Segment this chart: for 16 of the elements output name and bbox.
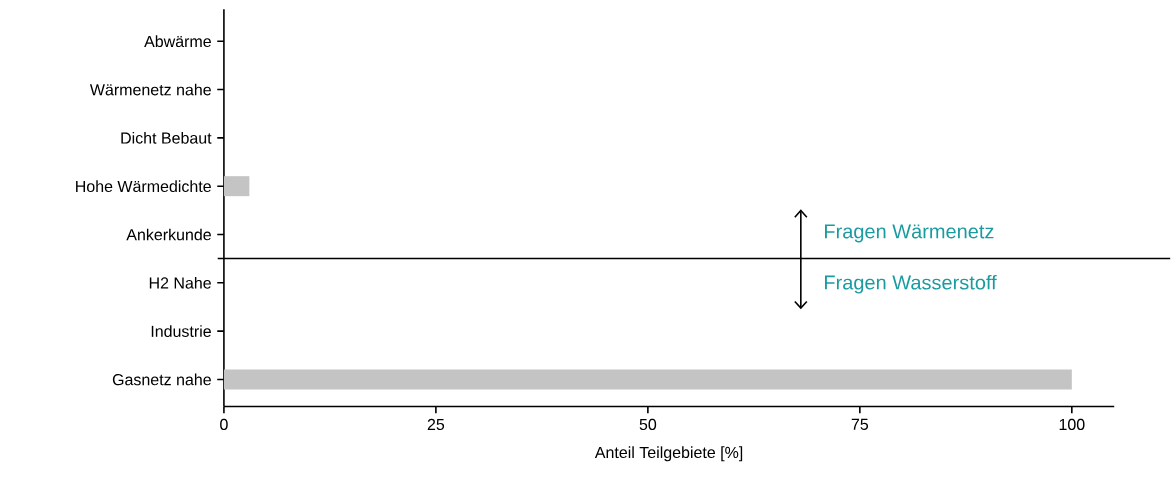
y-tick-label: Wärmenetz nahe bbox=[89, 83, 211, 96]
y-tick-label: Abwärme bbox=[144, 35, 211, 47]
x-tick-label: 100 bbox=[1059, 418, 1085, 430]
annotation: Fragen Wärmenetz bbox=[824, 224, 994, 243]
x-tick-label: 75 bbox=[851, 418, 869, 430]
x-tick-label: 0 bbox=[220, 418, 228, 430]
y-tick-label: Ankerkunde bbox=[126, 228, 211, 241]
x-tick-label: 25 bbox=[427, 418, 445, 430]
x-axis-title: Anteil Teilgebiete [%] bbox=[594, 446, 743, 462]
y-tick-label: Dicht Bebaut bbox=[121, 131, 212, 144]
annotation: Fragen Wasserstoff bbox=[824, 274, 997, 294]
y-tick-label: Industrie bbox=[151, 325, 211, 337]
y-tick-label: Gasnetz nahe bbox=[112, 373, 211, 386]
x-tick-label: 50 bbox=[639, 418, 657, 430]
y-tick-label: Hohe Wärmedichte bbox=[76, 180, 211, 192]
y-tick-label: H2 Nahe bbox=[149, 276, 211, 289]
